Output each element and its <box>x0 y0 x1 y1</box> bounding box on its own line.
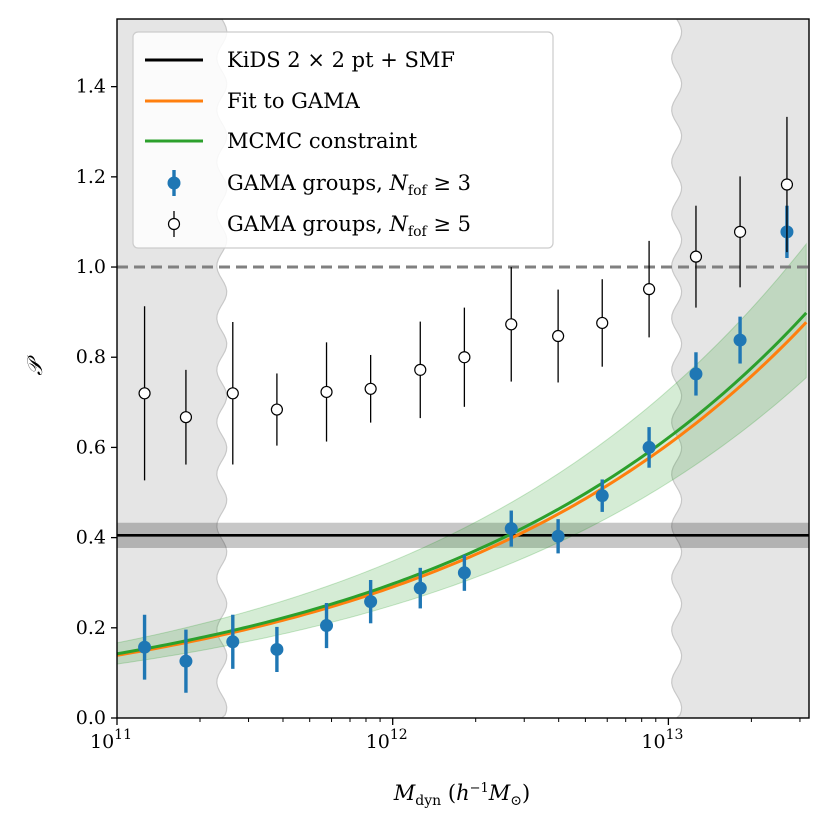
point-nfof5 <box>414 363 427 376</box>
point-nfof5 <box>552 329 565 343</box>
legend-label-1: KiDS 2 × 2 pt + SMF <box>227 48 455 72</box>
point-nfof5 <box>505 318 518 331</box>
point-nfof5 <box>364 382 377 395</box>
legend-label-4: GAMA groups, Nfof ≥ 3 <box>227 171 471 199</box>
point-nfof5 <box>226 387 239 400</box>
point-nfof3 <box>320 619 334 633</box>
point-nfof3 <box>504 522 518 536</box>
x-tick-label: 1013 <box>641 727 683 753</box>
axes: 0.0 0.2 0.4 0.6 0.8 1.0 1.2 1.4 1011 1012 1013 <box>76 76 801 753</box>
point-nfof3 <box>138 640 152 654</box>
legend: KiDS 2 × 2 pt + SMF Fit to GAMA MCMC const… <box>132 31 554 249</box>
point-nfof3 <box>364 595 378 609</box>
point-nfof3 <box>179 654 193 668</box>
y-tick-label: 0.8 <box>76 346 106 368</box>
legend-box <box>132 31 554 249</box>
point-nfof3 <box>595 489 609 503</box>
legend-marker-nfof3 <box>167 176 181 190</box>
point-nfof3 <box>689 367 703 381</box>
point-nfof5 <box>596 316 609 330</box>
legend-label-3: MCMC constraint <box>227 129 418 153</box>
point-nfof3 <box>270 642 284 656</box>
y-tick-label: 1.0 <box>76 256 106 278</box>
excluded-region-2 <box>671 19 809 718</box>
legend-label-5: GAMA groups, Nfof ≥ 5 <box>227 212 471 240</box>
point-nfof5 <box>780 178 794 191</box>
x-tick-label: 1012 <box>366 727 408 753</box>
y-tick-label: 1.4 <box>76 76 106 98</box>
point-nfof3 <box>642 440 656 454</box>
y-tick-label: 1.2 <box>76 166 106 188</box>
y-axis-label: 𝒫 <box>23 355 47 376</box>
point-nfof3 <box>413 581 427 595</box>
point-nfof5 <box>642 283 656 296</box>
y-tick-label: 0.4 <box>76 527 106 549</box>
point-nfof5 <box>270 403 284 416</box>
point-nfof5 <box>320 385 333 399</box>
series-nfof5 <box>138 116 794 481</box>
plot-frame <box>116 18 810 719</box>
series-nfof3 <box>138 205 794 693</box>
point-nfof5 <box>689 250 703 263</box>
legend-marker-nfof5 <box>167 217 181 231</box>
y-tick-label: 0.6 <box>76 436 106 458</box>
point-nfof3 <box>457 566 471 580</box>
y-tick-label: 0.0 <box>76 707 106 729</box>
point-nfof3 <box>733 333 747 347</box>
y-tick-label: 0.2 <box>76 617 106 639</box>
x-axis-label: Mdyn (h−1M⊙) <box>393 781 530 809</box>
point-nfof5 <box>458 351 471 364</box>
point-nfof5 <box>138 387 151 400</box>
point-nfof3 <box>226 635 240 649</box>
point-nfof5 <box>179 411 193 424</box>
mcmc-credible-band <box>117 242 807 665</box>
point-nfof5 <box>733 225 747 238</box>
x-tick-label: 1011 <box>90 727 132 753</box>
legend-label-2: Fit to GAMA <box>227 89 361 113</box>
point-nfof3 <box>551 529 565 543</box>
